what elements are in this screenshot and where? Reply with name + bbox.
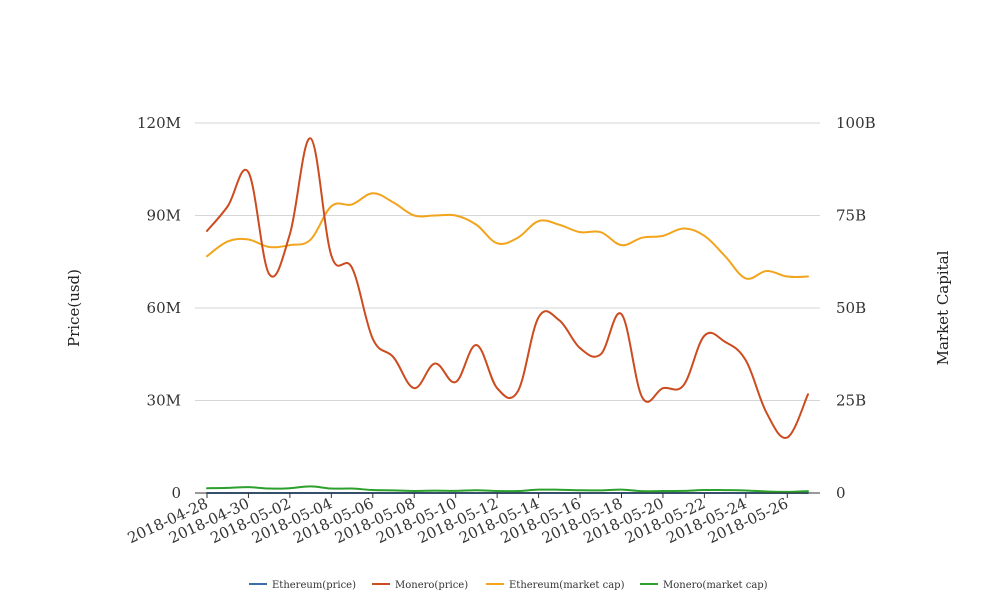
legend: Ethereum(price) Monero(price) Ethereum(mar… (249, 580, 768, 591)
right-tick-label: 75B (836, 207, 866, 225)
left-tick-label: 120M (137, 114, 181, 132)
legend-label-monero-price: Monero(price) (395, 580, 468, 591)
legend-label-ethereum-price: Ethereum(price) (272, 580, 356, 591)
right-tick-label: 0 (836, 484, 846, 502)
left-tick-label: 60M (147, 299, 181, 317)
series-line-ethereum-market-cap (206, 192, 809, 280)
left-tick-label: 0 (171, 484, 181, 502)
right-tick-label: 100B (836, 114, 876, 132)
series-line-monero-price (206, 137, 809, 439)
left-y-axis-title: Price(usd) (65, 269, 83, 347)
series-lines (206, 137, 809, 495)
legend-label-ethereum-market-cap: Ethereum(market cap) (509, 580, 625, 591)
left-tick-label: 30M (147, 392, 181, 410)
legend-label-monero-market-cap: Monero(market cap) (663, 580, 768, 591)
series-line-monero-market-cap (206, 485, 809, 493)
left-y-axis: 0 30M 60M 90M 120M (137, 114, 181, 502)
right-tick-label: 25B (836, 392, 866, 410)
x-axis: 2018-04-282018-04-302018-05-022018-05-04… (125, 493, 791, 547)
right-y-axis-title: Market Capital (934, 250, 952, 365)
right-tick-label: 50B (836, 299, 866, 317)
left-tick-label: 90M (147, 207, 181, 225)
right-y-axis: 0 25B 50B 75B 100B (836, 114, 876, 502)
gridlines (195, 122, 820, 401)
